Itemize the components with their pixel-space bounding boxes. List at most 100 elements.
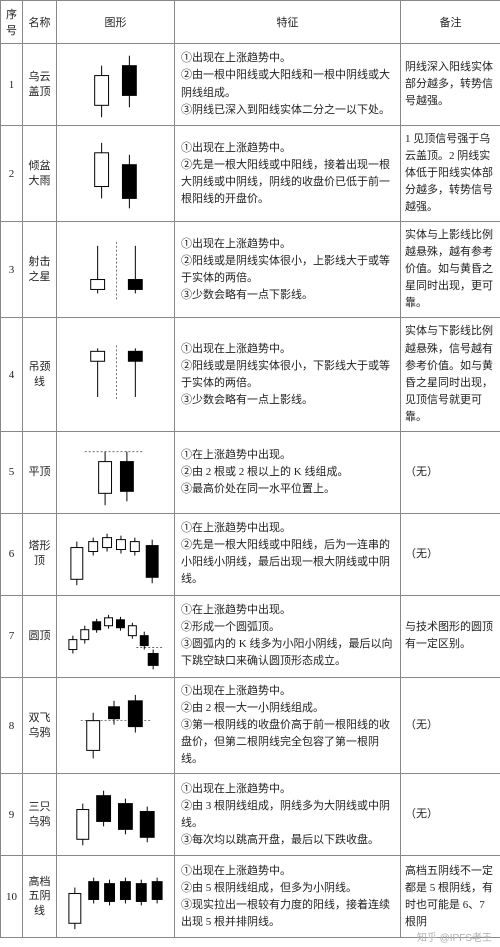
cell-name: 三只乌鸦 — [23, 774, 57, 856]
candlestick-diagram — [57, 678, 174, 773]
cell-name: 射击之星 — [23, 222, 57, 318]
feature-line: ③阴线已深入到阳线实体二分之一以下处。 — [181, 102, 396, 119]
cell-name: 平顶 — [23, 431, 57, 513]
cell-features: ①出现在上涨趋势中。②由 2 根一大一小阴线组成。③第一根阴线的收盘价高于前一根… — [175, 678, 401, 774]
table-row: 4吊颈线 ①出现在上涨趋势中。②阳线或是阴线实体很小，下影线大于或等于实体的两倍。… — [1, 318, 500, 431]
cell-note: 与技术图形的圆顶有一定区别。 — [401, 595, 500, 677]
feature-line: ③圆弧内的 K 线多为小阳小阴线，最后以向下跳空缺口来确认圆顶形态成立。 — [181, 636, 396, 670]
cell-graph — [57, 318, 175, 431]
cell-name: 高档五阴线 — [23, 856, 57, 938]
cell-note: （无） — [401, 513, 500, 595]
feature-line: ③少数会略有一点下影线。 — [181, 287, 396, 304]
cell-graph — [57, 856, 175, 938]
cell-graph — [57, 431, 175, 513]
header-seq: 序号 — [1, 1, 23, 44]
cell-features: ①在上涨趋势中出现。②形成一个圆弧顶。③圆弧内的 K 线多为小阳小阴线，最后以向… — [175, 595, 401, 677]
table-row: 10高档五阴线 ①出现在上涨趋势中。②由 5 根阴线组成，但多为小阴线。③现实拉出… — [1, 856, 500, 938]
table-row: 2倾盆大雨 ①出现在上涨趋势中。②先是一根大阳线或中阳线，接着出现一根大阴线或中阴… — [1, 126, 500, 222]
table-row: 8双飞乌鸦 ①出现在上涨趋势中。②由 2 根一大一小阴线组成。③第一根阴线的收盘价… — [1, 678, 500, 774]
cell-features: ①出现在上涨趋势中。②先是一根大阳线或中阳线，接着出现一根大阴线或中阴线，阴线的… — [175, 126, 401, 222]
feature-line: ③少数会略有一点上影线。 — [181, 392, 396, 409]
feature-line: ①出现在上涨趋势中。 — [181, 236, 396, 253]
cell-note: 实体与下影线比例越悬殊，信号越有参考价值。如与黄昏之星同时出现，见顶信号就更可靠… — [401, 318, 500, 431]
cell-graph — [57, 774, 175, 856]
candlestick-diagram — [57, 126, 174, 221]
feature-line: ②阳线或是阴线实体很小，上影线大于或等于实体的两倍。 — [181, 253, 396, 287]
table-row: 9三只乌鸦 ①出现在上涨趋势中。②由 3 根阴线组成，阴线多为大阴线或中阴线。③每… — [1, 774, 500, 856]
candlestick-diagram — [57, 222, 174, 317]
feature-line: ①出现在上涨趋势中。 — [181, 50, 396, 67]
cell-seq: 1 — [1, 44, 23, 126]
feature-line: ②由 3 根阴线组成，阴线多为大阴线或中阴线。 — [181, 798, 396, 832]
feature-line: ①出现在上涨趋势中。 — [181, 781, 396, 798]
candlestick-diagram — [57, 774, 174, 855]
cell-seq: 10 — [1, 856, 23, 938]
cell-note: 高档五阴线不一定都是 5 根阴线，有时也可能是 6、7 根阴 — [401, 856, 500, 938]
cell-graph — [57, 678, 175, 774]
feature-line: ②形成一个圆弧顶。 — [181, 619, 396, 636]
cell-seq: 9 — [1, 774, 23, 856]
feature-line: ①出现在上涨趋势中。 — [181, 341, 396, 358]
header-name: 名称 — [23, 1, 57, 44]
cell-seq: 3 — [1, 222, 23, 318]
feature-line: ③现实拉出一根较有力度的阳线，接着连续出现 5 根并排阴线。 — [181, 897, 396, 931]
cell-name: 双飞乌鸦 — [23, 678, 57, 774]
table-row: 7圆顶 ①在上涨趋势中出现。②形成一个圆弧顶。③圆弧内的 K 线多为小阳小阴线，最… — [1, 595, 500, 677]
candlestick-diagram — [57, 318, 174, 430]
cell-seq: 4 — [1, 318, 23, 431]
feature-line: ②由 2 根或 2 根以上的 K 线组成。 — [181, 464, 396, 481]
cell-features: ①出现在上涨趋势中。②阳线或是阴线实体很小，上影线大于或等于实体的两倍。③少数会… — [175, 222, 401, 318]
cell-note: （无） — [401, 678, 500, 774]
candlestick-diagram — [57, 514, 174, 595]
candlestick-diagram — [57, 856, 174, 937]
feature-line: ③最高价处在同一水平位置上。 — [181, 481, 396, 498]
feature-line: ③每次均以跳高开盘，最后以下跌收盘。 — [181, 832, 396, 849]
feature-line: ②由 5 根阴线组成，但多为小阴线。 — [181, 880, 396, 897]
cell-graph — [57, 513, 175, 595]
cell-name: 圆顶 — [23, 595, 57, 677]
header-feat: 特征 — [175, 1, 401, 44]
feature-line: ①出现在上涨趋势中。 — [181, 863, 396, 880]
cell-name: 吊颈线 — [23, 318, 57, 431]
feature-line: ②由 2 根一大一小阴线组成。 — [181, 700, 396, 717]
table-row: 6塔形顶 ①在上涨趋势中出现。②先是一根大阳线或中阳线，后为一连串的小阳线小阴线，… — [1, 513, 500, 595]
feature-line: ②先是一根大阳线或中阳线，后为一连串的小阳线小阴线，最后出现一根大阴线或中阴线。 — [181, 537, 396, 588]
cell-features: ①在上涨趋势中出现。②先是一根大阳线或中阳线，后为一连串的小阳线小阴线，最后出现… — [175, 513, 401, 595]
feature-line: ①在上涨趋势中出现。 — [181, 447, 396, 464]
cell-graph — [57, 222, 175, 318]
cell-features: ①出现在上涨趋势中。②由 5 根阴线组成，但多为小阴线。③现实拉出一根较有力度的… — [175, 856, 401, 938]
cell-seq: 8 — [1, 678, 23, 774]
cell-note: 实体与上影线比例越悬殊，越有参考价值。如与黄昏之星同时出现，更可靠。 — [401, 222, 500, 318]
cell-note: （无） — [401, 774, 500, 856]
cell-features: ①在上涨趋势中出现。②由 2 根或 2 根以上的 K 线组成。③最高价处在同一水… — [175, 431, 401, 513]
cell-note: （无） — [401, 431, 500, 513]
feature-line: ①出现在上涨趋势中。 — [181, 140, 396, 157]
table-row: 5平顶 ①在上涨趋势中出现。②由 2 根或 2 根以上的 K 线组成。③最高价处在… — [1, 431, 500, 513]
cell-name: 塔形顶 — [23, 513, 57, 595]
cell-features: ①出现在上涨趋势中。②由一根中阳线或大阳线和一根中阴线或大阴线组成。③阴线已深入… — [175, 44, 401, 126]
cell-name: 乌云盖顶 — [23, 44, 57, 126]
feature-line: ①在上涨趋势中出现。 — [181, 602, 396, 619]
feature-line: ②先是一根大阳线或中阳线，接着出现一根大阴线或中阴线，阴线的收盘价已低于前一根阳… — [181, 157, 396, 208]
cell-graph — [57, 44, 175, 126]
cell-graph — [57, 126, 175, 222]
candlestick-diagram — [57, 432, 174, 513]
candlestick-diagram — [57, 596, 174, 677]
cell-note: 1 见顶信号强于乌云盖顶。2 阴线实体低于阳线实体部分越多，转势信号越强。 — [401, 126, 500, 222]
watermark: 知乎 @IPFS老王 — [417, 929, 492, 944]
candlestick-pattern-table: 序号 名称 图形 特征 备注 1乌云盖顶 ①出现在上涨趋势中。②由一根中阳线或大阳… — [0, 0, 500, 938]
cell-note: 阴线深入阳线实体部分越多，转势信号越强。 — [401, 44, 500, 126]
feature-line: ①出现在上涨趋势中。 — [181, 683, 396, 700]
table-row: 1乌云盖顶 ①出现在上涨趋势中。②由一根中阳线或大阳线和一根中阴线或大阴线组成。③… — [1, 44, 500, 126]
header-graph: 图形 — [57, 1, 175, 44]
cell-seq: 7 — [1, 595, 23, 677]
feature-line: ②阳线或是阴线实体很小，下影线大于或等于实体的两倍。 — [181, 358, 396, 392]
cell-features: ①出现在上涨趋势中。②阳线或是阴线实体很小，下影线大于或等于实体的两倍。③少数会… — [175, 318, 401, 431]
cell-seq: 5 — [1, 431, 23, 513]
candlestick-diagram — [57, 44, 174, 125]
feature-line: ①在上涨趋势中出现。 — [181, 520, 396, 537]
cell-seq: 6 — [1, 513, 23, 595]
cell-seq: 2 — [1, 126, 23, 222]
cell-name: 倾盆大雨 — [23, 126, 57, 222]
header-note: 备注 — [401, 1, 500, 44]
